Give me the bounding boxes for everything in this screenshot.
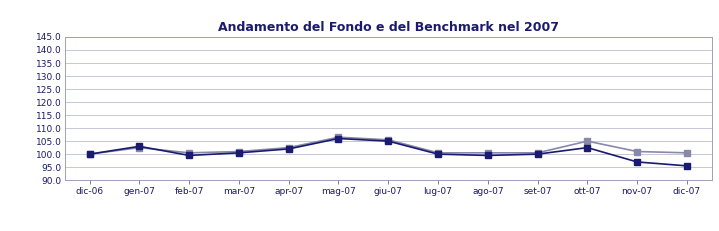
SAI GLOBALE (285, 148, 293, 150)
BENCHMARK (285, 146, 293, 149)
SAI GLOBALE (135, 145, 144, 148)
BENCHMARK (483, 152, 492, 154)
SAI GLOBALE (384, 140, 393, 143)
SAI GLOBALE (334, 137, 343, 140)
BENCHMARK (234, 150, 243, 153)
SAI GLOBALE (583, 146, 592, 149)
SAI GLOBALE (234, 152, 243, 154)
BENCHMARK (583, 140, 592, 143)
SAI GLOBALE (633, 161, 641, 163)
BENCHMARK (384, 138, 393, 141)
BENCHMARK (682, 152, 691, 154)
BENCHMARK (434, 152, 442, 154)
Line: SAI GLOBALE: SAI GLOBALE (87, 136, 690, 169)
SAI GLOBALE (533, 153, 542, 155)
BENCHMARK (633, 150, 641, 153)
SAI GLOBALE (483, 154, 492, 157)
Title: Andamento del Fondo e del Benchmark nel 2007: Andamento del Fondo e del Benchmark nel … (218, 21, 559, 34)
BENCHMARK (334, 136, 343, 139)
SAI GLOBALE (682, 164, 691, 167)
BENCHMARK (86, 153, 94, 155)
BENCHMARK (533, 152, 542, 154)
Line: BENCHMARK: BENCHMARK (87, 134, 690, 157)
SAI GLOBALE (434, 153, 442, 155)
BENCHMARK (185, 152, 193, 154)
SAI GLOBALE (86, 153, 94, 155)
SAI GLOBALE (185, 154, 193, 157)
BENCHMARK (135, 146, 144, 149)
